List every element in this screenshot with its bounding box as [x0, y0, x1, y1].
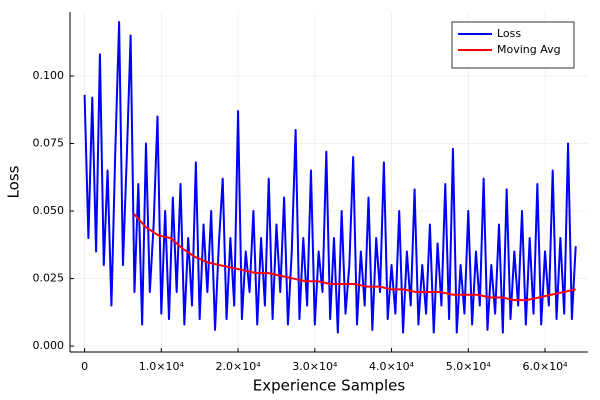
legend-label: Loss	[497, 27, 521, 40]
series-line	[132, 213, 576, 302]
y-tick-label: 0.075	[33, 137, 65, 150]
x-tick-label: 0	[81, 360, 88, 373]
y-tick-label: 0.050	[33, 204, 65, 217]
y-axis-title: Loss	[5, 165, 23, 198]
legend-box	[451, 21, 575, 69]
legend-label: Moving Avg	[497, 43, 561, 56]
x-tick-label: 2.0×10⁴	[215, 360, 261, 373]
x-tick-label: 1.0×10⁴	[139, 360, 185, 373]
x-tick-label: 3.0×10⁴	[292, 360, 338, 373]
series-line	[83, 20, 577, 334]
x-axis-title: Experience Samples	[253, 377, 406, 395]
x-tick-label: 4.0×10⁴	[369, 360, 415, 373]
y-tick-label: 0.100	[33, 69, 65, 82]
x-tick-label: 6.0×10⁴	[522, 360, 568, 373]
x-tick-label: 5.0×10⁴	[446, 360, 492, 373]
y-tick-label: 0.025	[33, 272, 65, 285]
y-tick-label: 0.000	[33, 339, 65, 352]
